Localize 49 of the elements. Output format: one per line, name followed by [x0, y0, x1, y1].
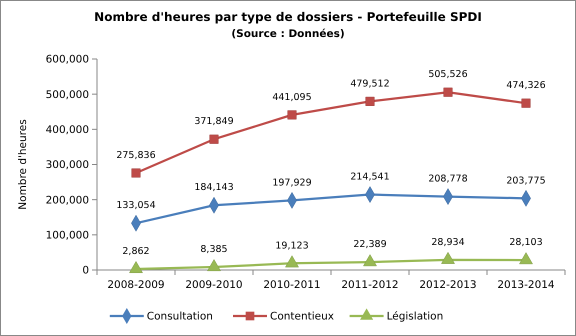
- x-tick-label: 2012-2013: [419, 279, 477, 291]
- point: [207, 259, 221, 272]
- legend-label: Législation: [386, 310, 444, 323]
- chart-title: Nombre d'heures par type de dossiers - Portefeuille SPDI: [94, 10, 482, 24]
- point: [209, 134, 219, 144]
- y-tick-label: 0: [82, 264, 89, 277]
- data-label: 208,778: [428, 174, 468, 185]
- x-tick-label: 2013-2014: [497, 279, 555, 291]
- point: [521, 98, 531, 108]
- y-axis-title: Nombre d'heures: [17, 119, 29, 210]
- data-label: 28,103: [509, 237, 543, 248]
- x-tick-label: 2011-2012: [341, 279, 399, 291]
- point: [365, 96, 375, 106]
- y-tick-label: 500,000: [46, 88, 89, 101]
- data-label: 22,389: [353, 239, 387, 250]
- data-label: 203,775: [506, 175, 546, 186]
- point: [285, 255, 299, 268]
- data-label: 133,054: [116, 200, 156, 212]
- data-label: 197,929: [272, 177, 312, 188]
- point: [129, 261, 143, 274]
- data-label: 184,143: [194, 182, 234, 194]
- point: [519, 252, 533, 264]
- x-tick-label: 2009-2010: [185, 279, 243, 291]
- x-tick-label: 2008-2009: [107, 279, 165, 291]
- y-tick-label: 400,000: [46, 124, 89, 136]
- point: [131, 168, 141, 178]
- y-tick-label: 600,000: [46, 54, 89, 66]
- data-label: 2,862: [122, 246, 150, 257]
- y-tick-label: 200,000: [46, 194, 89, 206]
- chart-subtitle: (Source : Données): [231, 28, 345, 40]
- point: [363, 254, 377, 266]
- y-tick-label: 300,000: [46, 159, 89, 172]
- y-tick-label: 100,000: [46, 230, 89, 242]
- data-label: 505,526: [428, 69, 468, 80]
- data-label: 214,541: [350, 172, 390, 183]
- data-label: 479,512: [350, 78, 390, 90]
- data-label: 19,123: [275, 240, 309, 252]
- point: [443, 88, 453, 97]
- data-label: 8,385: [200, 244, 228, 256]
- point: [441, 252, 455, 264]
- data-label: 28,934: [431, 236, 465, 248]
- data-label: 441,095: [272, 92, 312, 103]
- legend-label: Consultation: [146, 310, 213, 323]
- legend-label: Contentieux: [270, 310, 334, 323]
- data-label: 371,849: [194, 116, 234, 128]
- data-label: 474,326: [506, 80, 546, 92]
- point: [287, 110, 297, 120]
- x-tick-label: 2010-2011: [263, 279, 321, 291]
- data-label: 275,836: [116, 150, 156, 161]
